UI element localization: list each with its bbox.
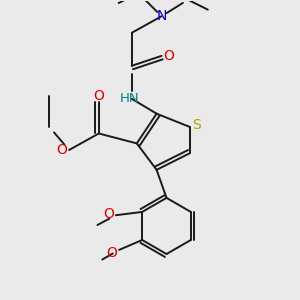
- Text: S: S: [193, 118, 201, 132]
- Text: O: O: [56, 143, 67, 157]
- Text: O: O: [106, 246, 117, 260]
- Text: O: O: [164, 49, 174, 63]
- Text: N: N: [156, 9, 167, 23]
- Text: O: O: [93, 89, 104, 103]
- Text: HN: HN: [119, 92, 139, 105]
- Text: O: O: [103, 207, 114, 220]
